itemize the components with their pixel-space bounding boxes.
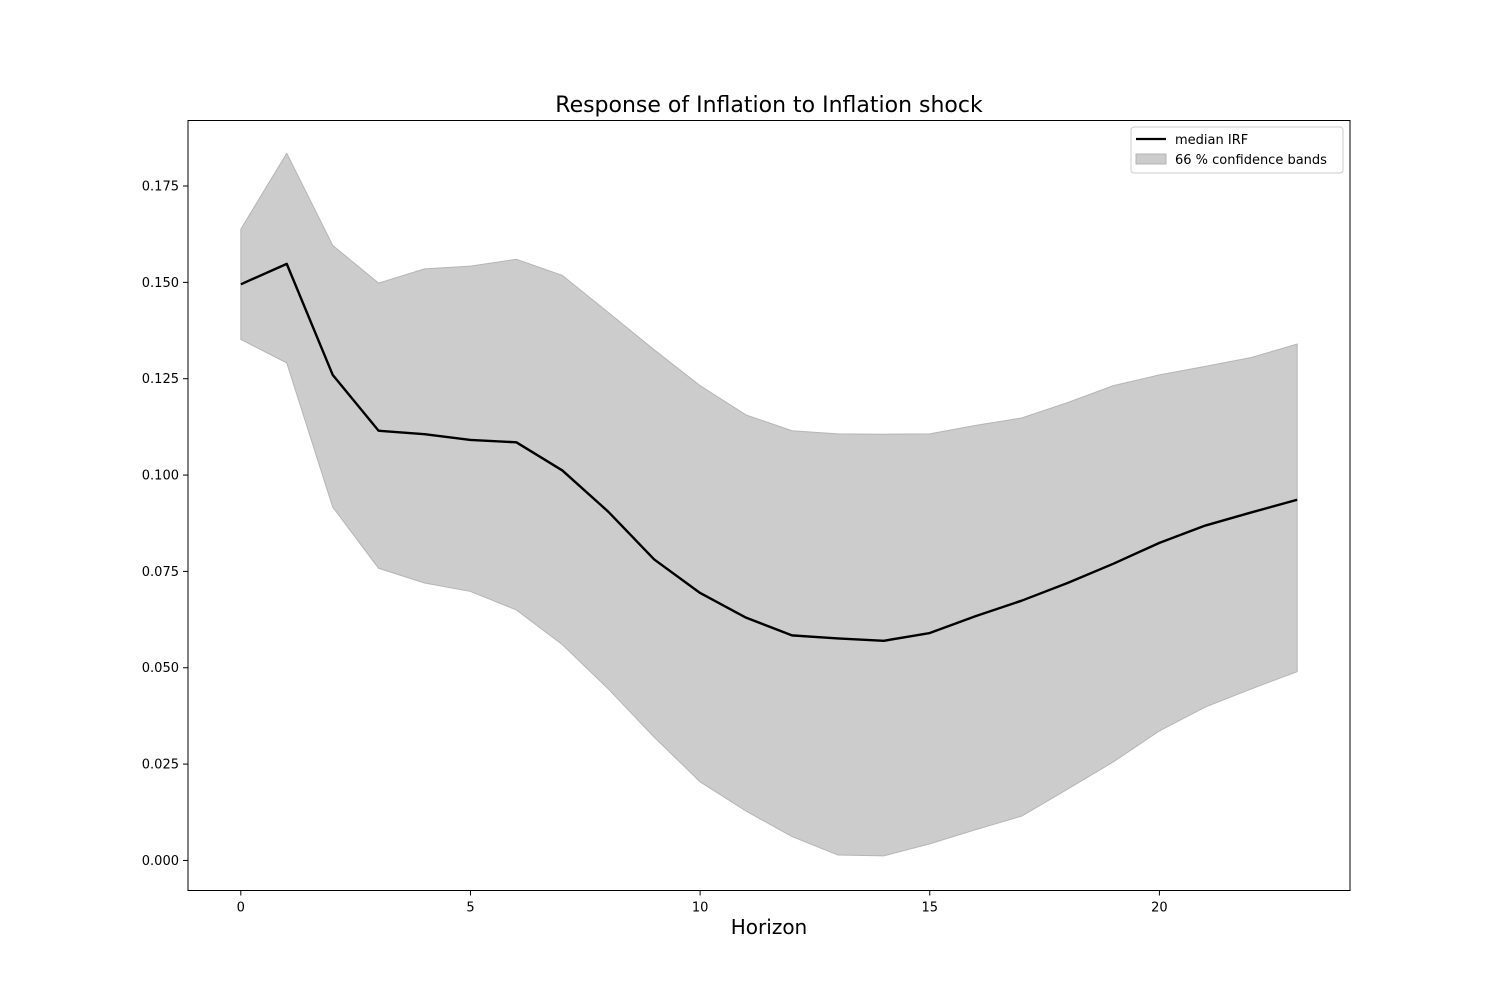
y-tick-label: 0.150 <box>142 276 179 291</box>
x-axis-label: Horizon <box>731 915 807 939</box>
y-tick-label: 0.100 <box>142 469 179 484</box>
legend: median IRF 66 % confidence bands <box>1130 126 1344 174</box>
y-axis-ticks: 0.000 0.025 0.050 0.075 0.100 0.125 0.150 0.175 <box>142 180 188 869</box>
legend-band-label: 66 % confidence bands <box>1175 153 1327 168</box>
legend-band-swatch <box>1135 153 1167 165</box>
chart-title: Response of Inflation to Inflation shock <box>555 93 983 118</box>
plot-area <box>187 120 1351 891</box>
legend-box <box>1130 126 1344 174</box>
x-tick-label: 5 <box>466 901 474 916</box>
x-tick-label: 15 <box>921 901 938 916</box>
confidence-band-area <box>240 152 1298 857</box>
x-tick-label: 20 <box>1151 901 1168 916</box>
x-tick-label: 0 <box>237 901 245 916</box>
y-tick-label: 0.000 <box>142 854 179 869</box>
y-tick-label: 0.175 <box>142 180 179 195</box>
y-tick-label: 0.025 <box>142 758 179 773</box>
legend-median-label: median IRF <box>1175 133 1248 148</box>
axes-frame <box>187 120 1351 891</box>
x-axis-ticks: 0 5 10 15 20 <box>237 890 1168 916</box>
median-irf-line <box>240 262 1298 642</box>
y-tick-label: 0.075 <box>142 565 179 580</box>
y-tick-label: 0.050 <box>142 661 179 676</box>
x-tick-label: 10 <box>692 901 709 916</box>
y-tick-label: 0.125 <box>142 372 179 387</box>
